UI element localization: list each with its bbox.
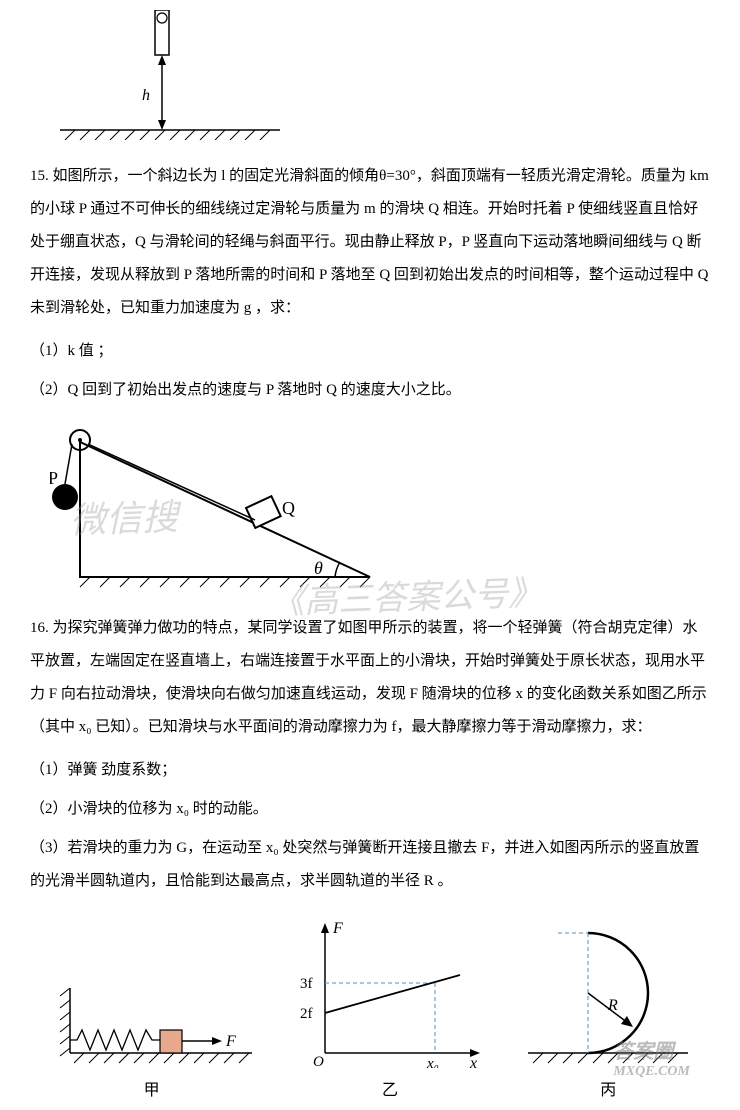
q16-sub3: （3）若滑块的重力为 G，在运动至 x₀ 处突然与弹簧断开连接且撤去 F，并进入…	[30, 832, 710, 898]
jia-label-F: F	[225, 1033, 236, 1050]
corner-line1: 答案圈	[613, 1035, 690, 1064]
tube-drop-svg: h	[60, 10, 280, 140]
q15-sub1: （1）k 值 ；	[30, 335, 710, 368]
yi-xtick-x0: x₀	[426, 1056, 439, 1068]
question-16: 16. 为探究弹簧弹力做功的特点，某同学设置了如图甲所示的装置，将一个轻弹簧（符…	[30, 612, 710, 744]
yi-ylabel: F	[332, 920, 343, 937]
figure-yi-svg: 2f 3f O x₀ F x	[295, 918, 485, 1068]
figure-yi-label: 乙	[382, 1076, 398, 1100]
incline-svg: P Q θ	[50, 422, 390, 592]
q16-sub1: （1）弹簧 劲度系数；	[30, 754, 710, 787]
q16-number: 16.	[30, 620, 49, 636]
q16-sub2: （2）小滑块的位移为 x₀ 时的动能。	[30, 793, 710, 826]
q16-text: 为探究弹簧弹力做功的特点，某同学设置了如图甲所示的装置，将一个轻弹簧（符合胡克定…	[30, 620, 707, 735]
figure-jia-svg: F	[52, 978, 252, 1068]
label-Q: Q	[282, 498, 295, 518]
figure-yi-container: 2f 3f O x₀ F x 乙	[295, 918, 485, 1100]
figure-jia-container: F 甲	[52, 978, 252, 1100]
yi-xlabel: x	[469, 1055, 477, 1068]
figure-incline: P Q θ	[50, 422, 710, 597]
q15-sub2: （2）Q 回到了初始出发点的速度与 P 落地时 Q 的速度大小之比。	[30, 374, 710, 407]
yi-ytick-2f: 2f	[300, 1006, 313, 1022]
label-P: P	[50, 468, 58, 488]
label-h: h	[142, 87, 150, 104]
yi-ytick-3f: 3f	[300, 976, 313, 992]
q15-text: 如图所示，一个斜边长为 l 的固定光滑斜面的倾角θ=30°，斜面顶端有一轻质光滑…	[30, 168, 709, 316]
corner-line2: MXQE.COM	[613, 1064, 690, 1080]
bing-label-R: R	[607, 997, 618, 1014]
question-15: 15. 如图所示，一个斜边长为 l 的固定光滑斜面的倾角θ=30°，斜面顶端有一…	[30, 160, 710, 325]
figure-tube-drop: h	[60, 10, 710, 140]
corner-watermark: 答案圈 MXQE.COM	[613, 1035, 690, 1080]
figure-jia-label: 甲	[144, 1076, 160, 1100]
yi-origin: O	[313, 1054, 324, 1068]
q15-number: 15.	[30, 168, 49, 184]
label-theta: θ	[314, 558, 323, 578]
bottom-figures: F 甲 2f 3f O x₀ F x 乙	[30, 918, 710, 1100]
